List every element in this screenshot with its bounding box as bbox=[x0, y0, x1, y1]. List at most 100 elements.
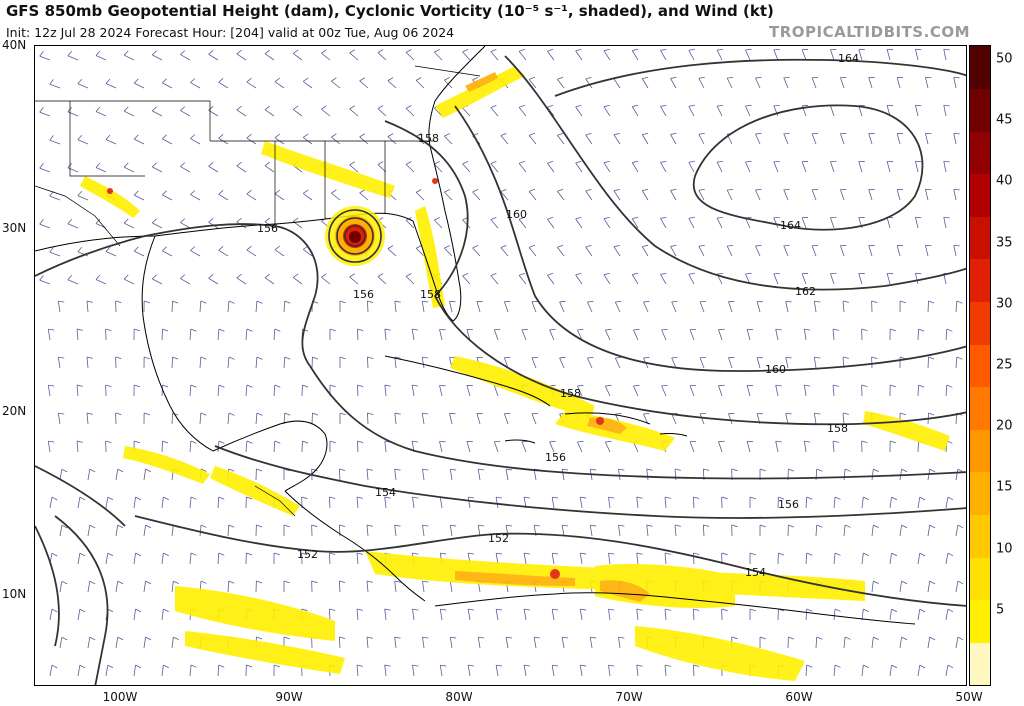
wind-barb bbox=[943, 105, 947, 117]
wind-barb bbox=[227, 357, 230, 369]
wind-barb-feather bbox=[603, 272, 610, 276]
colorbar-segment bbox=[970, 344, 990, 388]
wind-barb bbox=[467, 609, 471, 621]
wind-barb-feather bbox=[331, 77, 337, 82]
wind-barb bbox=[77, 497, 81, 509]
wind-barb-feather bbox=[664, 664, 671, 667]
wind-barb-feather bbox=[816, 636, 823, 640]
wind-barb-feather bbox=[208, 218, 214, 223]
wind-barb bbox=[531, 413, 537, 425]
wind-barb-feather bbox=[524, 664, 531, 667]
wind-barb-feather bbox=[172, 356, 179, 360]
wind-barb bbox=[105, 497, 109, 509]
wind-barb-feather bbox=[387, 77, 394, 81]
wind-barb-feather bbox=[468, 664, 475, 667]
wind-barb bbox=[143, 469, 146, 481]
wind-barb bbox=[218, 81, 229, 89]
wind-barb-feather bbox=[274, 189, 281, 195]
wind-barb-feather bbox=[51, 664, 58, 669]
wind-barb-feather bbox=[506, 636, 513, 639]
wind-barb bbox=[439, 329, 443, 341]
wind-barb-feather bbox=[788, 524, 795, 528]
wind-barb-feather bbox=[302, 328, 309, 332]
wind-barb bbox=[579, 609, 583, 621]
wind-barb bbox=[945, 329, 948, 341]
wind-barb-feather bbox=[422, 524, 429, 527]
wind-barb bbox=[551, 665, 555, 677]
wind-barb-feather bbox=[506, 524, 513, 527]
wind-barb-feather bbox=[339, 356, 346, 360]
wind-barb-feather bbox=[284, 412, 291, 416]
map-subtitle: Init: 12z Jul 28 2024 Forecast Hour: [20… bbox=[6, 25, 455, 40]
wind-barb bbox=[274, 193, 285, 201]
wind-barb-feather bbox=[549, 440, 556, 443]
wind-barb-feather bbox=[115, 356, 122, 360]
wind-barb-feather bbox=[632, 48, 639, 52]
wind-barb-feather bbox=[577, 384, 584, 387]
wind-barb-feather bbox=[39, 51, 44, 57]
wind-barb bbox=[218, 249, 229, 257]
wind-barb-feather bbox=[671, 300, 678, 303]
wind-barb bbox=[589, 637, 593, 649]
wind-barb-feather bbox=[873, 468, 879, 472]
wind-barb bbox=[161, 553, 164, 565]
lat-label-10n: 10N bbox=[2, 587, 27, 601]
wind-barb-feather bbox=[349, 105, 355, 110]
wind-barb-feather bbox=[928, 412, 935, 416]
wind-barb bbox=[105, 139, 117, 145]
wind-barb-feather bbox=[806, 664, 813, 668]
wind-barb bbox=[493, 329, 499, 341]
wind-barb-feather bbox=[61, 636, 68, 641]
wind-barb bbox=[785, 413, 789, 425]
wind-barb-feather bbox=[394, 468, 401, 471]
wind-barb-feather bbox=[698, 188, 705, 191]
wind-barb-feather bbox=[608, 664, 615, 667]
wind-barb bbox=[331, 192, 341, 201]
wind-barb bbox=[394, 469, 397, 481]
wind-barb-feather bbox=[405, 161, 412, 165]
wind-barb bbox=[434, 219, 443, 229]
wind-barb bbox=[755, 133, 761, 145]
wind-barb-feather bbox=[518, 104, 525, 108]
wind-barb-feather bbox=[804, 440, 811, 443]
colorbar-label: 40 bbox=[996, 173, 1013, 189]
wind-barb-feather bbox=[462, 49, 469, 53]
wind-barb bbox=[858, 273, 863, 285]
wind-barb bbox=[917, 553, 921, 565]
contour-154 bbox=[214, 445, 966, 519]
wind-barb bbox=[123, 222, 135, 229]
wind-barb-feather bbox=[490, 160, 497, 165]
wind-barb-feather bbox=[946, 328, 953, 332]
contour-far-west bbox=[35, 465, 126, 527]
wind-barb bbox=[77, 553, 81, 565]
wind-barb bbox=[422, 469, 425, 481]
wind-barb bbox=[505, 637, 509, 649]
wind-barb-feather bbox=[693, 552, 700, 555]
wind-barb bbox=[604, 329, 611, 341]
wind-barb bbox=[575, 274, 583, 285]
wind-barb-feather bbox=[721, 608, 728, 612]
wind-barb-feather bbox=[51, 608, 58, 613]
contour-label-164-a: 164 bbox=[838, 52, 859, 65]
wind-barb bbox=[840, 189, 845, 201]
wind-barb bbox=[618, 469, 621, 481]
wind-barb bbox=[77, 139, 89, 145]
wind-barb bbox=[227, 524, 230, 537]
wind-barb bbox=[579, 497, 583, 509]
wind-barb bbox=[123, 54, 135, 61]
wind-barb-feather bbox=[77, 246, 83, 253]
wind-barb bbox=[302, 193, 313, 201]
wind-barb-feather bbox=[415, 189, 422, 193]
wind-barb bbox=[208, 277, 219, 285]
wind-barb bbox=[843, 637, 846, 649]
colorbar-label: 35 bbox=[996, 235, 1013, 251]
wind-barb-feather bbox=[518, 48, 525, 52]
wind-barb-feather bbox=[384, 608, 391, 611]
wind-barb bbox=[356, 553, 359, 565]
wind-barb bbox=[49, 139, 61, 145]
wind-barb-feather bbox=[547, 216, 554, 220]
wind-barb-feather bbox=[608, 496, 615, 499]
wind-barb bbox=[688, 106, 695, 117]
wind-barb bbox=[688, 162, 695, 173]
wind-barb bbox=[773, 217, 779, 229]
